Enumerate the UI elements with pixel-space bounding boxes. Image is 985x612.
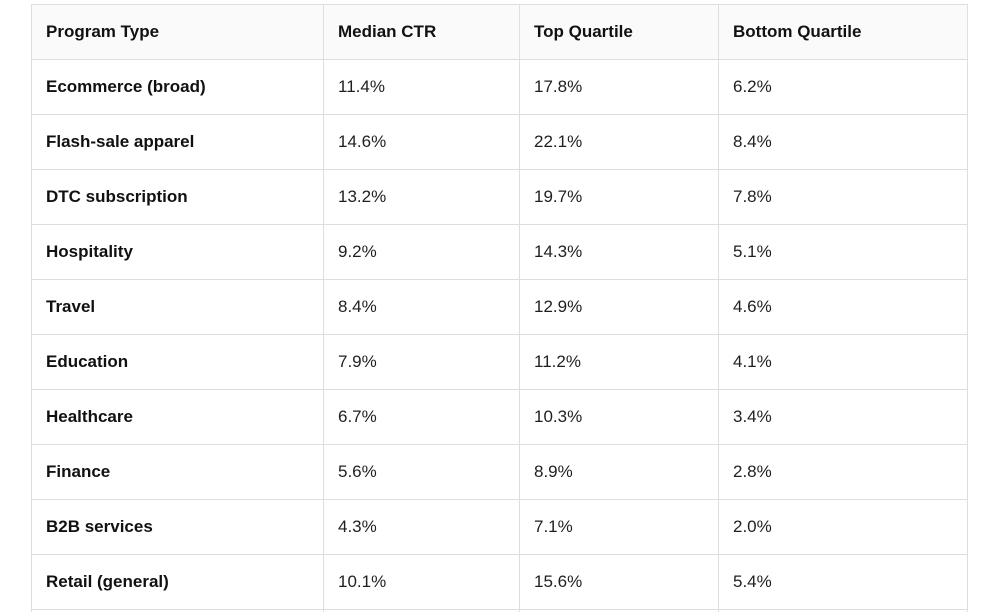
cell-bottom-quartile: 5.4% <box>718 554 968 610</box>
cell-median-ctr: 7.9% <box>323 334 520 390</box>
cell-program-type: Education <box>31 334 324 390</box>
cell-program-type: Finance <box>31 444 324 500</box>
cell-bottom-quartile: 8.4% <box>718 114 968 170</box>
cell-program-type: B2B services <box>31 499 324 555</box>
cell-median-ctr: 10.1% <box>323 554 520 610</box>
table-row: Retail (general) 10.1% 15.6% 5.4% <box>31 554 968 610</box>
cell-median-ctr: 6.7% <box>323 389 520 445</box>
header-bottom-quartile: Bottom Quartile <box>718 4 968 60</box>
header-row: Program Type Median CTR Top Quartile Bot… <box>31 4 968 60</box>
table-row-cut-off <box>31 609 968 612</box>
cell-median-ctr: 9.2% <box>323 224 520 280</box>
header-median-ctr: Median CTR <box>323 4 520 60</box>
cell-bottom-quartile: 3.4% <box>718 389 968 445</box>
header-top-quartile: Top Quartile <box>519 4 719 60</box>
cell-median-ctr: 8.4% <box>323 279 520 335</box>
cell-top-quartile: 15.6% <box>519 554 719 610</box>
table-header: Program Type Median CTR Top Quartile Bot… <box>31 4 968 60</box>
cell-top-quartile: 11.2% <box>519 334 719 390</box>
cell-top-quartile: 14.3% <box>519 224 719 280</box>
cell-bottom-quartile: 4.1% <box>718 334 968 390</box>
cell-program-type: DTC subscription <box>31 169 324 225</box>
cell-bottom-quartile: 5.1% <box>718 224 968 280</box>
ctr-benchmark-table: Program Type Median CTR Top Quartile Bot… <box>31 4 968 612</box>
table-row: B2B services 4.3% 7.1% 2.0% <box>31 499 968 555</box>
header-program-type: Program Type <box>31 4 324 60</box>
cell-median-ctr: 14.6% <box>323 114 520 170</box>
cell-program-type: Flash-sale apparel <box>31 114 324 170</box>
ctr-benchmark-table-container: Program Type Median CTR Top Quartile Bot… <box>31 4 968 612</box>
cell-bottom-quartile: 4.6% <box>718 279 968 335</box>
cell-bottom-quartile: 2.0% <box>718 499 968 555</box>
cell-program-type: Hospitality <box>31 224 324 280</box>
cell-top-quartile: 19.7% <box>519 169 719 225</box>
table-row: Healthcare 6.7% 10.3% 3.4% <box>31 389 968 445</box>
cell-median-ctr: 13.2% <box>323 169 520 225</box>
table-row: DTC subscription 13.2% 19.7% 7.8% <box>31 169 968 225</box>
cell-median-ctr: 5.6% <box>323 444 520 500</box>
cell-bottom-quartile: 6.2% <box>718 59 968 115</box>
cell-top-quartile: 17.8% <box>519 59 719 115</box>
cell-median-ctr: 11.4% <box>323 59 520 115</box>
cell-top-quartile: 8.9% <box>519 444 719 500</box>
cell-bottom-quartile: 7.8% <box>718 169 968 225</box>
table-row: Flash-sale apparel 14.6% 22.1% 8.4% <box>31 114 968 170</box>
cell-top-quartile: 10.3% <box>519 389 719 445</box>
empty-cell <box>718 609 968 612</box>
table-row: Finance 5.6% 8.9% 2.8% <box>31 444 968 500</box>
cell-top-quartile: 12.9% <box>519 279 719 335</box>
table-body: Ecommerce (broad) 11.4% 17.8% 6.2% Flash… <box>31 59 968 612</box>
cell-program-type: Retail (general) <box>31 554 324 610</box>
table-row: Hospitality 9.2% 14.3% 5.1% <box>31 224 968 280</box>
cell-top-quartile: 22.1% <box>519 114 719 170</box>
cell-program-type: Healthcare <box>31 389 324 445</box>
table-row: Travel 8.4% 12.9% 4.6% <box>31 279 968 335</box>
cell-median-ctr: 4.3% <box>323 499 520 555</box>
table-row: Ecommerce (broad) 11.4% 17.8% 6.2% <box>31 59 968 115</box>
table-row: Education 7.9% 11.2% 4.1% <box>31 334 968 390</box>
cell-bottom-quartile: 2.8% <box>718 444 968 500</box>
cell-top-quartile: 7.1% <box>519 499 719 555</box>
cell-program-type: Travel <box>31 279 324 335</box>
cell-program-type: Ecommerce (broad) <box>31 59 324 115</box>
